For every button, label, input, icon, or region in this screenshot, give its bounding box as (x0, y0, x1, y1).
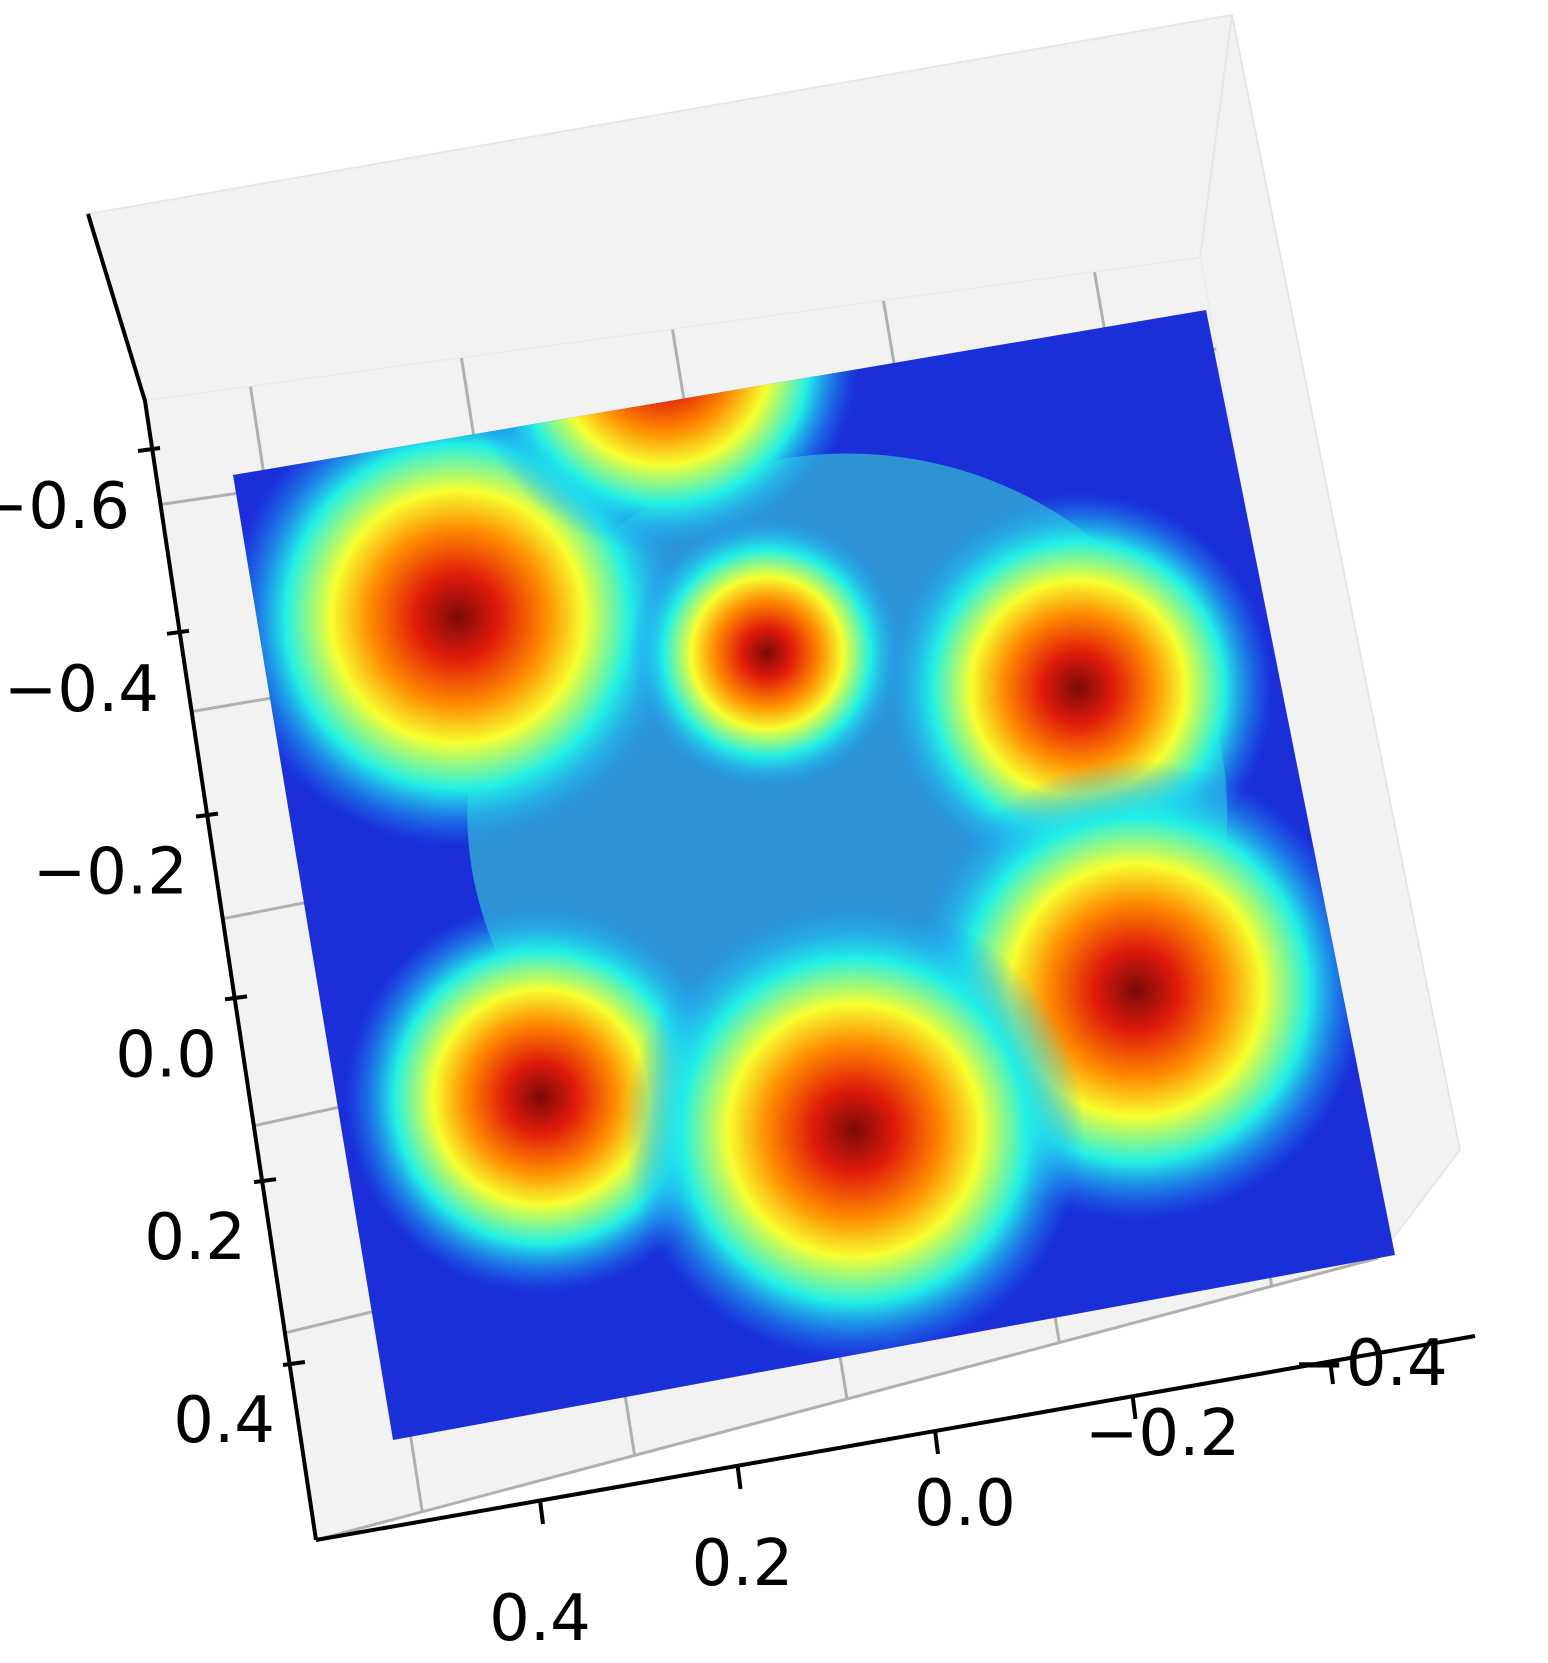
y-tick (224, 994, 248, 1002)
x-tick-label: −0.4 (1292, 1327, 1447, 1401)
x-ticks: 0.4 0.2 0.0 −0.2 −0.4 (489, 1327, 1448, 1656)
x-tick (1328, 1359, 1335, 1385)
y-tick (166, 628, 190, 636)
x-tick-label: −0.2 (1085, 1397, 1240, 1471)
y-tick (195, 811, 219, 819)
y-tick-label: −0.4 (4, 653, 159, 727)
surface-peak (629, 514, 906, 791)
grid-line-y (315, 1256, 1379, 1542)
y-tick (137, 446, 161, 453)
x-axis-line (315, 1334, 1476, 1542)
x-tick (538, 1499, 545, 1525)
x-tick-label: 0.2 (692, 1527, 794, 1601)
x-tick (735, 1464, 743, 1490)
x-tick (1130, 1394, 1138, 1420)
y-axis-line (86, 213, 318, 1541)
x-tick (933, 1429, 940, 1455)
x-tick-label: 0.4 (489, 1582, 591, 1656)
surface-peak (624, 900, 1085, 1361)
y-tick-label: 0.4 (173, 1384, 275, 1458)
x-tick-label: 0.0 (914, 1467, 1016, 1541)
y-tick (253, 1177, 277, 1185)
y-tick-label: −0.2 (33, 836, 188, 910)
y-tick-label: 0.0 (115, 1018, 217, 1092)
y-tick-label: −0.6 (0, 470, 130, 544)
axes (86, 213, 1476, 1542)
y-ticks: −0.6 −0.4 −0.2 0.0 0.2 0.4 (0, 446, 306, 1458)
y-tick (282, 1360, 306, 1367)
y-tick-label: 0.2 (144, 1201, 246, 1275)
